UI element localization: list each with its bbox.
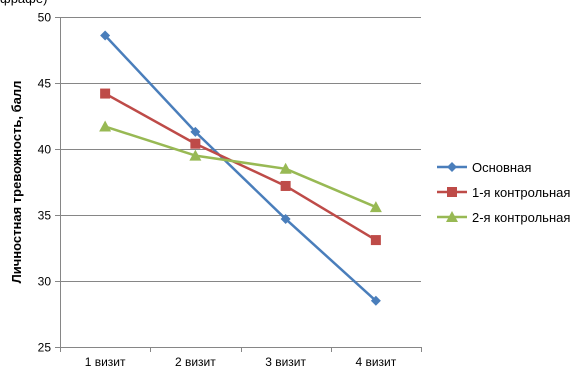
legend: Основная 1-я контрольная 2-я контрольная [437, 160, 570, 225]
legend-label: 1-я контрольная [472, 185, 570, 200]
data-point [190, 138, 201, 149]
legend-item: 2-я контрольная [437, 210, 570, 225]
y-tick-label: 25 [38, 341, 52, 355]
data-point [100, 88, 111, 99]
series-lines [99, 30, 382, 306]
series-diamond [100, 30, 381, 306]
y-tick-label: 40 [38, 143, 52, 157]
series-line [104, 92, 377, 242]
series-line [104, 125, 377, 209]
data-point [370, 295, 381, 306]
series-square [100, 88, 381, 246]
axes [55, 17, 422, 352]
data-point [446, 211, 458, 222]
legend-item: Основная [437, 160, 531, 175]
x-tick-label: 4 визит [355, 355, 396, 369]
data-point [370, 235, 381, 246]
data-point [447, 187, 457, 197]
y-tick-label: 35 [38, 209, 52, 223]
x-tick-label: 2 визит [175, 355, 216, 369]
data-point [369, 201, 382, 213]
y-tick-label: 50 [38, 11, 52, 25]
data-point [100, 30, 111, 41]
legend-item: 1-я контрольная [437, 185, 570, 200]
data-point [280, 180, 291, 191]
y-tick-label: 45 [38, 77, 52, 91]
data-point [280, 213, 291, 224]
series-triangle [99, 120, 382, 213]
data-point [279, 162, 292, 174]
data-point [189, 149, 202, 161]
data-point [190, 126, 201, 137]
x-tick-label: 3 визит [265, 355, 306, 369]
y-axis-label: Личностная тревожность, балл [9, 81, 24, 284]
x-tick-label: 1 визит [85, 355, 126, 369]
data-point [447, 162, 457, 172]
legend-label: 2-я контрольная [472, 210, 570, 225]
x-tick-labels: 1 визит 2 визит 3 визит 4 визит [85, 355, 397, 369]
gridlines [60, 17, 421, 282]
legend-label: Основная [472, 160, 531, 175]
y-tick-label: 30 [38, 275, 52, 289]
top-text-fragment: фрафе) [0, 0, 47, 9]
series-line [104, 34, 377, 302]
data-point [99, 120, 112, 132]
y-tick-labels: 25 30 35 40 45 50 [38, 11, 52, 355]
